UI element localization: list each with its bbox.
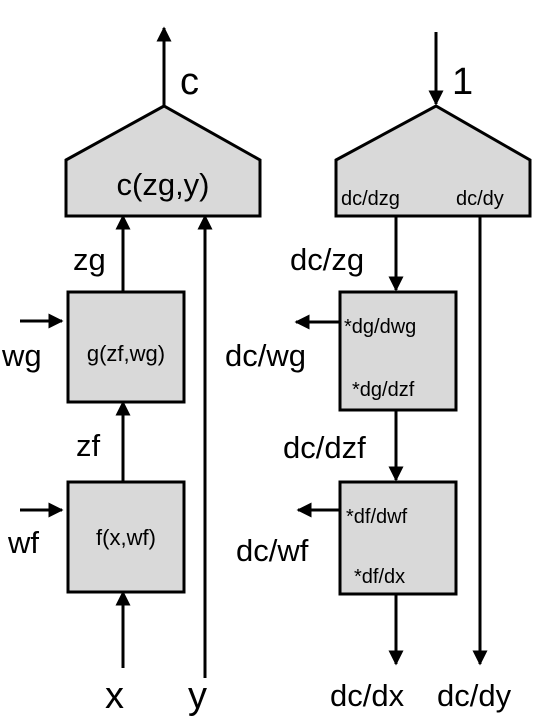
forward-cost-node xyxy=(64,104,262,218)
x-label: x xyxy=(105,675,124,717)
output-c-label: c xyxy=(180,61,199,103)
cost-grad-y-label: dc/dy xyxy=(456,188,504,210)
cost-grad-zg-label: dc/dzg xyxy=(341,188,400,210)
backward-cost-node xyxy=(334,104,532,218)
forward-g-node xyxy=(66,290,186,404)
f-grad-wf-label: *df/dwf xyxy=(346,506,408,528)
wf-label: wf xyxy=(7,525,39,560)
f-node-label: f(x,wf) xyxy=(96,525,156,550)
zg-label: zg xyxy=(73,242,106,277)
dc-wg-label: dc/wg xyxy=(225,338,306,373)
f-grad-x-label: *df/dx xyxy=(354,566,405,588)
backward-graph: 1 dc/dzg dc/dy dc/zg *dg/dwg *dg/dzf dc/… xyxy=(225,32,532,713)
y-label: y xyxy=(188,675,207,717)
g-grad-zf-label: *dg/dzf xyxy=(352,379,415,401)
cost-node-label: c(zg,y) xyxy=(117,167,210,202)
backward-g-node xyxy=(338,290,458,412)
dc-wf-label: dc/wf xyxy=(236,533,309,568)
forward-graph: c c(zg,y) zg g(zf,wg) wg zf f(x,wf) wf x… xyxy=(1,26,262,717)
zf-label: zf xyxy=(76,428,101,463)
g-node-label: g(zf,wg) xyxy=(87,341,165,366)
dc-zg-label: dc/zg xyxy=(290,242,364,277)
g-grad-wg-label: *dg/dwg xyxy=(344,316,416,338)
wg-label: wg xyxy=(1,338,42,373)
seed-label: 1 xyxy=(452,61,473,103)
backward-f-node xyxy=(338,480,458,596)
dc-dzf-label: dc/dzf xyxy=(283,430,366,465)
dc-dy-label: dc/dy xyxy=(437,678,512,713)
dc-dx-label: dc/dx xyxy=(330,678,405,713)
